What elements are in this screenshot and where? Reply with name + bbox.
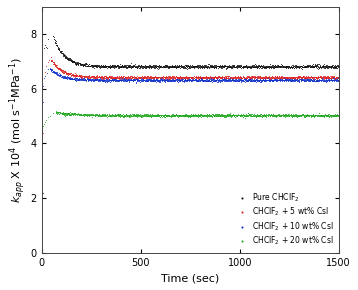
CHClF$_2$ + 5 wt% CsI bbox=[226, 75, 230, 79]
CHClF$_2$ + 10 wt% CsI bbox=[327, 79, 332, 82]
Legend: Pure CHClF$_2$, CHClF$_2$ + 5 wt% CsI, CHClF$_2$ + 10 wt% CsI, CHClF$_2$ + 20 wt: Pure CHClF$_2$, CHClF$_2$ + 5 wt% CsI, C… bbox=[233, 190, 335, 249]
Pure CHClF$_2$ bbox=[272, 64, 276, 68]
Pure CHClF$_2$ bbox=[76, 63, 80, 66]
CHClF$_2$ + 20 wt% CsI bbox=[54, 110, 58, 113]
CHClF$_2$ + 20 wt% CsI bbox=[246, 112, 250, 115]
CHClF$_2$ + 10 wt% CsI bbox=[73, 78, 78, 81]
CHClF$_2$ + 10 wt% CsI bbox=[337, 80, 341, 84]
Line: CHClF$_2$ + 5 wt% CsI: CHClF$_2$ + 5 wt% CsI bbox=[43, 56, 340, 133]
CHClF$_2$ + 20 wt% CsI bbox=[41, 124, 45, 128]
Line: Pure CHClF$_2$: Pure CHClF$_2$ bbox=[42, 35, 340, 193]
Pure CHClF$_2$ bbox=[337, 64, 341, 68]
CHClF$_2$ + 10 wt% CsI bbox=[41, 101, 45, 104]
CHClF$_2$ + 20 wt% CsI bbox=[153, 114, 157, 117]
Pure CHClF$_2$ bbox=[41, 191, 45, 194]
Pure CHClF$_2$ bbox=[207, 65, 211, 69]
CHClF$_2$ + 20 wt% CsI bbox=[93, 113, 97, 116]
CHClF$_2$ + 10 wt% CsI bbox=[248, 79, 252, 83]
CHClF$_2$ + 20 wt% CsI bbox=[333, 114, 338, 118]
Pure CHClF$_2$ bbox=[249, 66, 253, 70]
CHClF$_2$ + 5 wt% CsI bbox=[147, 75, 152, 78]
Y-axis label: $k_{app}$ X 10$^4$ (mol s$^{-1}$MPa$^{-1}$): $k_{app}$ X 10$^4$ (mol s$^{-1}$MPa$^{-1… bbox=[7, 57, 28, 203]
CHClF$_2$ + 5 wt% CsI bbox=[271, 75, 275, 79]
CHClF$_2$ + 5 wt% CsI bbox=[333, 77, 337, 81]
CHClF$_2$ + 10 wt% CsI bbox=[124, 77, 128, 81]
Line: CHClF$_2$ + 20 wt% CsI: CHClF$_2$ + 20 wt% CsI bbox=[42, 110, 340, 126]
CHClF$_2$ + 5 wt% CsI bbox=[108, 76, 112, 79]
CHClF$_2$ + 5 wt% CsI bbox=[149, 75, 153, 79]
Pure CHClF$_2$ bbox=[126, 65, 130, 69]
Pure CHClF$_2$ bbox=[50, 34, 55, 37]
CHClF$_2$ + 5 wt% CsI bbox=[41, 131, 45, 134]
CHClF$_2$ + 10 wt% CsI bbox=[48, 66, 52, 69]
Line: CHClF$_2$ + 10 wt% CsI: CHClF$_2$ + 10 wt% CsI bbox=[42, 67, 340, 103]
CHClF$_2$ + 5 wt% CsI bbox=[49, 55, 53, 59]
CHClF$_2$ + 10 wt% CsI bbox=[205, 79, 210, 82]
CHClF$_2$ + 20 wt% CsI bbox=[90, 113, 94, 116]
Pure CHClF$_2$ bbox=[327, 65, 332, 68]
CHClF$_2$ + 20 wt% CsI bbox=[289, 114, 293, 117]
X-axis label: Time (sec): Time (sec) bbox=[161, 273, 219, 283]
CHClF$_2$ + 10 wt% CsI bbox=[271, 79, 276, 82]
CHClF$_2$ + 20 wt% CsI bbox=[337, 113, 341, 117]
CHClF$_2$ + 5 wt% CsI bbox=[337, 75, 341, 78]
